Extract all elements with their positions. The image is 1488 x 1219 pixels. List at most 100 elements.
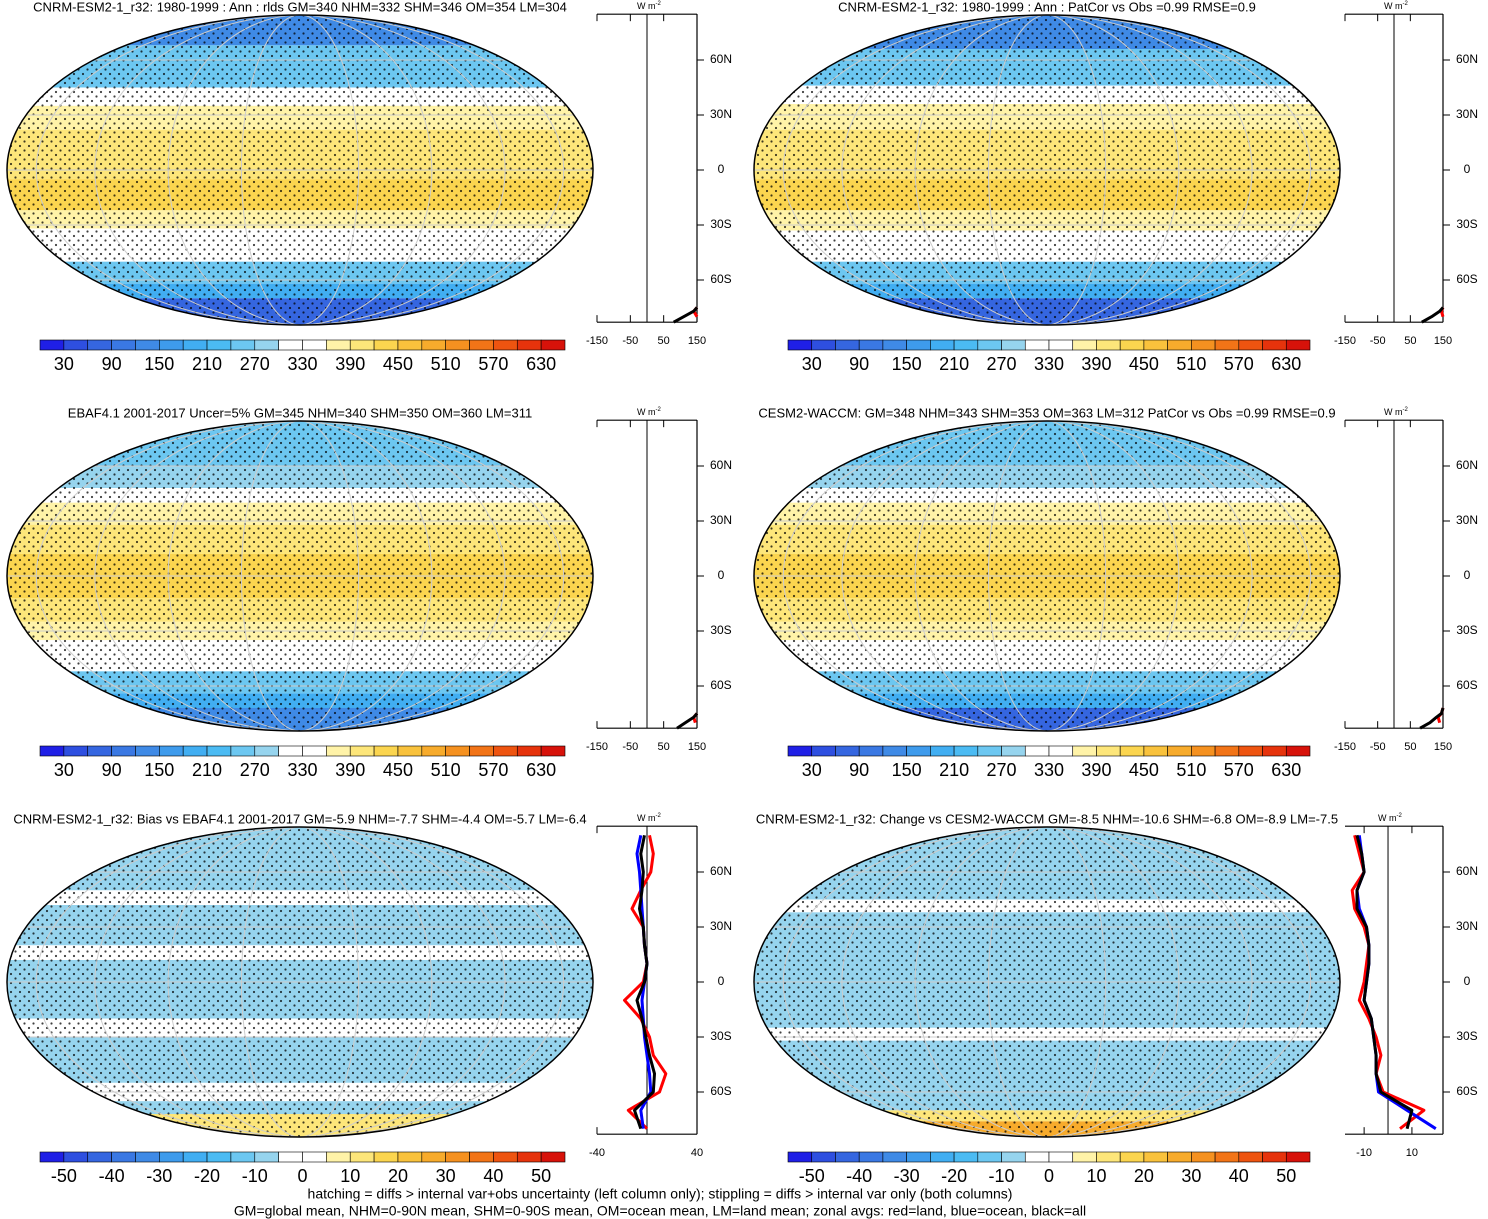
colorbar-box <box>206 339 232 351</box>
x-tick-label: 150 <box>688 335 706 347</box>
y-tick-label: 0 <box>1464 162 1471 176</box>
colorbar-box <box>1167 1151 1192 1163</box>
colorbar-box <box>159 1151 184 1163</box>
unit: W m <box>637 2 656 12</box>
colorbar-box <box>1048 1151 1074 1163</box>
colorbar-box <box>445 745 470 757</box>
colorbar-box <box>1262 745 1287 757</box>
x-tick-label: 50 <box>658 741 670 753</box>
colorbar-label: 390 <box>1081 354 1111 374</box>
unit-label: W m-2 <box>1384 1 1408 12</box>
colorbar-box <box>135 339 160 351</box>
unit-exponent: -2 <box>656 813 662 819</box>
zonal-line <box>672 306 699 324</box>
colorbar-label: -50 <box>51 1166 77 1186</box>
colorbar-label: -10 <box>989 1166 1015 1186</box>
unit: W m <box>637 408 656 418</box>
colorbar-label: -30 <box>894 1166 920 1186</box>
colorbar-box <box>397 339 423 351</box>
colorbar-box <box>302 1151 327 1163</box>
colorbar-label: 630 <box>526 760 556 780</box>
colorbar-box <box>254 1151 279 1163</box>
colorbar-label: 330 <box>287 760 317 780</box>
colorbar-box <box>835 1151 860 1163</box>
zonal-line <box>1355 834 1414 1130</box>
colorbar-box <box>206 1151 232 1163</box>
colorbar-box <box>63 745 89 757</box>
colorbar-label: 210 <box>939 354 969 374</box>
panel-title: CNRM-ESM2-1_r32: Bias vs EBAF4.1 2001-20… <box>13 811 586 826</box>
x-tick-label: -150 <box>586 741 608 753</box>
panel-title: CNRM-ESM2-1_r32: 1980-1999 : Ann : rlds … <box>33 0 567 14</box>
unit: W m <box>1384 408 1403 418</box>
colorbar-box <box>1024 339 1050 351</box>
unit-label: W m-2 <box>1384 407 1408 418</box>
x-tick-label: 10 <box>1406 1147 1418 1159</box>
colorbar-box <box>1285 339 1311 351</box>
colorbar-box <box>1001 1151 1026 1163</box>
colorbar-box <box>930 745 955 757</box>
colorbar-box <box>469 1151 494 1163</box>
colorbar-box <box>206 745 232 757</box>
colorbar-box <box>87 1151 112 1163</box>
unit: W m <box>637 814 656 824</box>
colorbar-label: 450 <box>383 760 413 780</box>
colorbar-box <box>1072 339 1097 351</box>
colorbar-box <box>906 339 931 351</box>
colorbar-box <box>182 339 208 351</box>
map-outline <box>753 420 1341 732</box>
colorbar-box <box>1096 1151 1121 1163</box>
colorbar-label: 90 <box>849 354 869 374</box>
panel-title: EBAF4.1 2001-2017 Uncer=5% GM=345 NHM=34… <box>68 405 532 420</box>
colorbar-box <box>787 1151 813 1163</box>
x-tick-label: -50 <box>1370 335 1386 347</box>
colorbar-label: 30 <box>436 1166 456 1186</box>
colorbar-label: 570 <box>1224 760 1254 780</box>
map-outline <box>753 14 1341 326</box>
colorbar-box <box>516 339 542 351</box>
colorbar-box <box>254 339 279 351</box>
y-tick-label: 30N <box>1456 513 1478 527</box>
map-outline <box>753 826 1341 1138</box>
colorbar-box <box>469 745 494 757</box>
y-tick-label: 30N <box>710 513 732 527</box>
x-tick-label: -150 <box>1334 335 1356 347</box>
colorbar-box <box>302 339 327 351</box>
colorbar-label: 90 <box>102 354 122 374</box>
colorbar-box <box>835 745 860 757</box>
colorbar-box <box>1143 1151 1168 1163</box>
y-tick-label: 0 <box>718 568 725 582</box>
colorbar-label: 570 <box>478 760 508 780</box>
unit-exponent: -2 <box>1397 813 1403 819</box>
colorbar-box <box>397 745 423 757</box>
unit-label: W m-2 <box>637 1 661 12</box>
unit-exponent: -2 <box>656 1 662 7</box>
colorbar-box <box>326 1151 351 1163</box>
colorbar-box <box>373 1151 399 1163</box>
colorbar-box <box>421 1151 446 1163</box>
colorbar-box <box>1191 339 1216 351</box>
colorbar-box <box>1262 1151 1287 1163</box>
colorbar-label: 90 <box>849 760 869 780</box>
colorbar-box <box>953 1151 979 1163</box>
colorbar-box <box>1214 339 1240 351</box>
y-tick-label: 60N <box>710 458 732 472</box>
colorbar-label: 150 <box>892 354 922 374</box>
colorbar-box <box>1001 745 1026 757</box>
y-tick-label: 60S <box>1456 678 1477 692</box>
x-tick-label: -150 <box>1334 741 1356 753</box>
colorbar-box <box>540 745 566 757</box>
colorbar-label: 30 <box>802 354 822 374</box>
colorbar-label: 150 <box>144 760 174 780</box>
colorbar-box <box>1167 339 1192 351</box>
x-tick-label: -50 <box>622 335 638 347</box>
colorbar-box <box>373 745 399 757</box>
unit-label: W m-2 <box>1378 813 1402 824</box>
colorbar-label: 330 <box>1034 760 1064 780</box>
colorbar-label: 10 <box>1086 1166 1106 1186</box>
colorbar-label: 30 <box>54 354 74 374</box>
unit-exponent: -2 <box>1403 407 1409 413</box>
colorbar-label: 90 <box>102 760 122 780</box>
colorbar-box <box>278 745 303 757</box>
